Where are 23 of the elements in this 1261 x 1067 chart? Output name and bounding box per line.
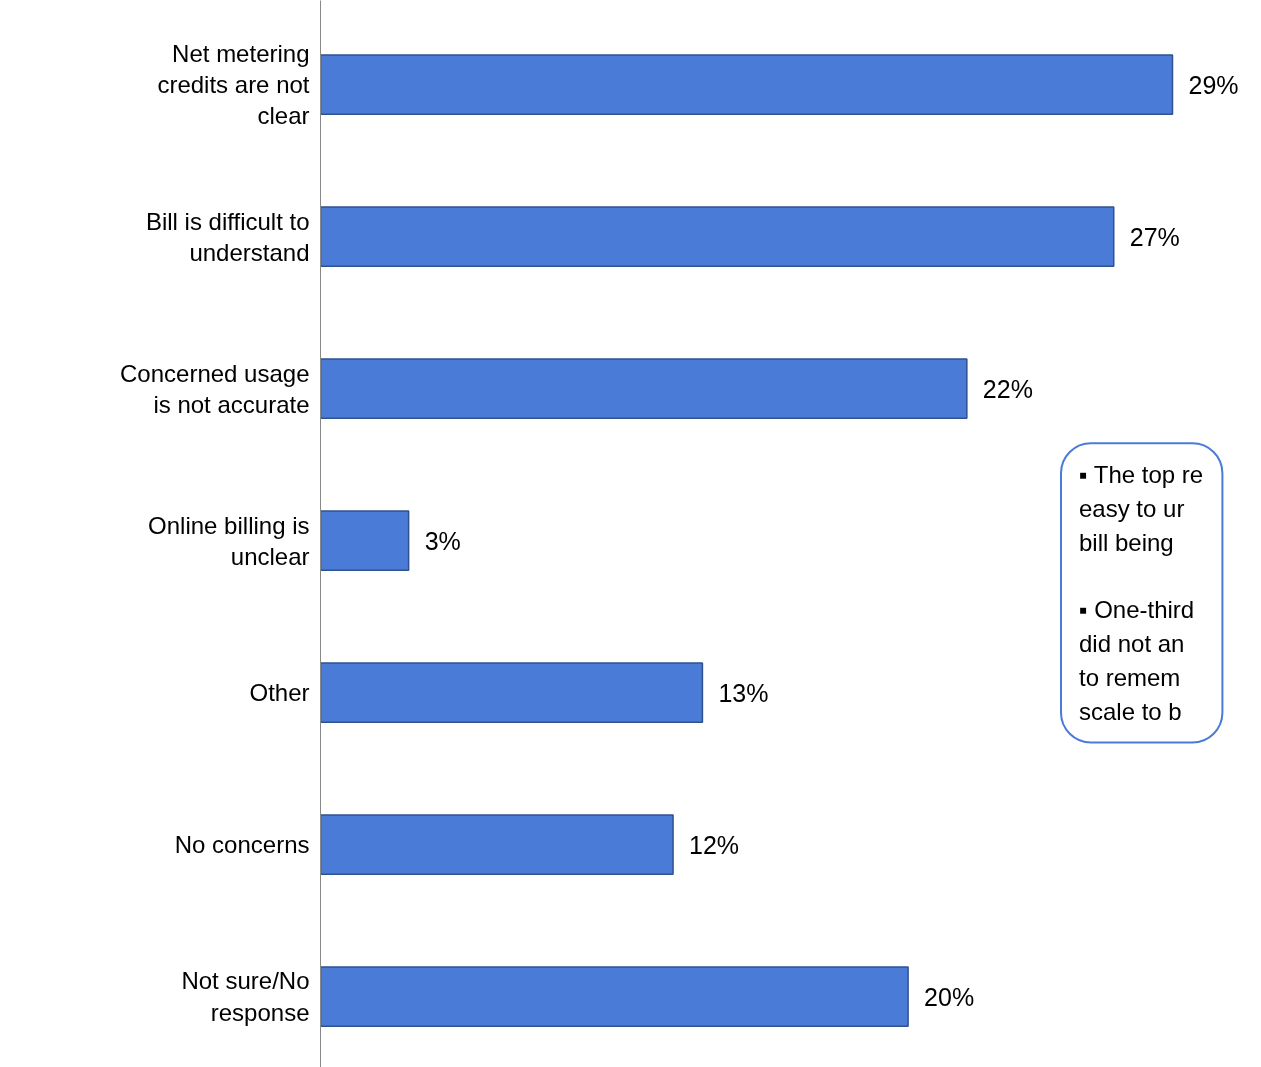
annotation: ▪ One-third did not an to remem scale to b xyxy=(1078,596,1195,725)
bar xyxy=(320,206,1115,267)
bar xyxy=(320,358,968,419)
data-label: 3% xyxy=(424,526,461,555)
data-label: 13% xyxy=(718,678,769,707)
bar xyxy=(320,54,1174,115)
y-tick-label: Online billing is unclear xyxy=(148,511,310,570)
y-tick-label: Concerned usage is not accurate xyxy=(120,359,310,418)
data-label: 22% xyxy=(982,374,1033,403)
bar xyxy=(320,510,410,571)
bar xyxy=(320,662,704,723)
bar xyxy=(320,814,674,875)
y-tick-label: Bill is difficult to understand xyxy=(145,207,310,266)
y-tick-label: Other xyxy=(249,679,310,707)
data-label: 20% xyxy=(924,982,975,1011)
data-label: 12% xyxy=(689,830,740,859)
y-tick-label: No concerns xyxy=(174,831,310,859)
y-tick-label: Not sure/No response xyxy=(181,967,310,1026)
data-label: 29% xyxy=(1188,70,1239,99)
bar xyxy=(320,966,909,1027)
y-tick-label: Net metering credits are not clear xyxy=(157,40,310,130)
data-label: 27% xyxy=(1129,222,1180,251)
annotation: ▪ The top re easy to ur bill being xyxy=(1078,461,1204,556)
